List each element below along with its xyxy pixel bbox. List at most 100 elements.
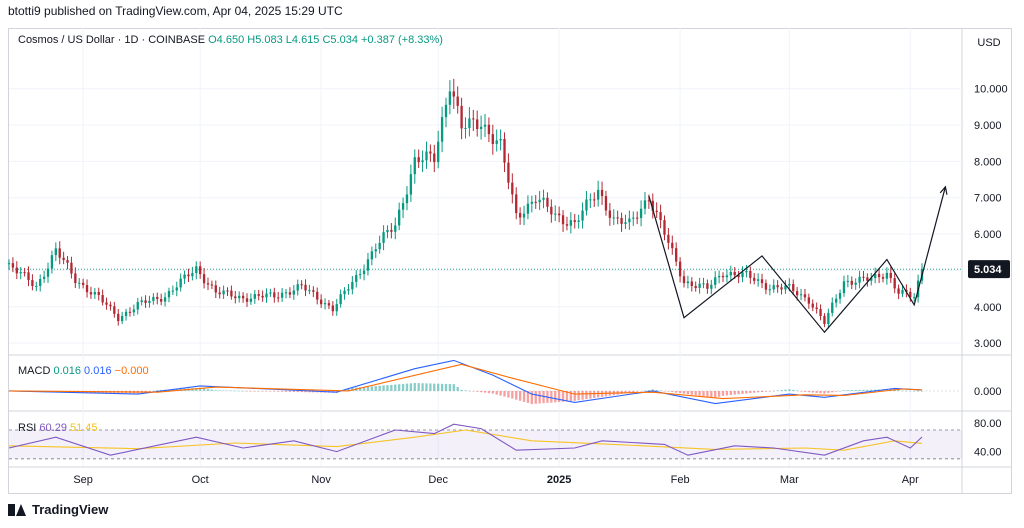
macd-hist-bar [515, 390, 518, 400]
candle-body [534, 201, 537, 203]
candle [624, 214, 627, 230]
candle-body [866, 277, 869, 281]
candle-body [401, 203, 405, 210]
candle-body [686, 281, 690, 284]
macd-hist-bar [300, 390, 303, 393]
candle [874, 267, 877, 284]
candle [370, 246, 374, 266]
candle [413, 149, 416, 184]
candle [312, 286, 315, 298]
candle [717, 270, 721, 284]
macd-hist-bar [238, 390, 241, 392]
candle-body [105, 302, 108, 305]
candle [421, 150, 424, 173]
macd-hist-bar [874, 389, 877, 391]
candle-body [472, 118, 475, 120]
macd-hist-bar [909, 390, 912, 392]
macd-hist-bar [577, 390, 580, 401]
candle-body [132, 309, 136, 313]
macd-hist-bar [304, 390, 307, 393]
candle [542, 189, 545, 209]
macd-hist-bar [542, 390, 545, 404]
rsi-legend[interactable]: RSI 60.29 51.45 [18, 422, 98, 434]
candle-body [339, 294, 342, 305]
candle [23, 267, 26, 277]
candle [452, 78, 455, 109]
candle [382, 225, 385, 251]
macd-hist-bar [772, 390, 775, 392]
candle [671, 235, 674, 255]
candle-body [390, 229, 393, 232]
macd-hist-bar [483, 390, 487, 393]
candle-body [355, 275, 358, 282]
macd-hist-bar [565, 390, 569, 402]
macd-hist-bar [811, 390, 814, 393]
macd-hist-bar [374, 386, 377, 391]
candle-body [737, 275, 740, 278]
currency-button[interactable]: USD [977, 37, 1001, 49]
candle-body [858, 276, 861, 283]
grid [9, 28, 1012, 494]
candle [573, 213, 576, 229]
candle-body [378, 242, 381, 250]
candle [331, 301, 335, 316]
price-tick-label: 6.000 [974, 229, 1002, 241]
macd-hist-bar [382, 385, 385, 391]
candle [39, 274, 42, 292]
signal-value: 0.016 [84, 365, 112, 377]
candle-body [101, 295, 104, 303]
candle [183, 270, 186, 285]
candle-body [93, 292, 97, 295]
macd-hist-bar [776, 390, 779, 391]
candle-body [327, 303, 331, 306]
macd-hist-bar [230, 390, 233, 392]
candle [729, 265, 732, 282]
candle-body [265, 293, 268, 298]
candle-body [518, 213, 522, 218]
candle [772, 279, 775, 293]
candle [425, 141, 428, 169]
candle-body [616, 217, 619, 219]
candle-body [889, 272, 892, 279]
macd-hist-bar [534, 390, 537, 404]
macd-hist-bar [819, 390, 822, 394]
candle-body [148, 300, 151, 303]
symbol-legend[interactable]: Cosmos / US Dollar · 1D · COINBASE O4.65… [18, 34, 443, 46]
candle-body [515, 194, 518, 214]
macd-hist-bar [152, 390, 155, 392]
candle [386, 225, 389, 239]
candle [93, 288, 97, 299]
candle [491, 124, 494, 155]
macd-hist-bar [717, 390, 721, 397]
candle [811, 299, 814, 312]
candle-body [834, 298, 838, 303]
candle-body [366, 259, 370, 271]
candle [678, 257, 682, 283]
macd-value: 0.016 [53, 365, 81, 377]
candle-body [877, 273, 881, 278]
candle-body [351, 281, 354, 290]
candle [675, 242, 678, 267]
candle [11, 257, 15, 273]
candle-body [706, 283, 709, 289]
candle-body [901, 289, 904, 294]
candle-body [35, 285, 38, 287]
macd-hist-bar [581, 390, 584, 400]
macd-hist-bar [866, 389, 869, 391]
tradingview-logo[interactable]: TradingView [8, 502, 108, 517]
candle-body [874, 273, 877, 278]
macd-legend[interactable]: MACD 0.016 0.016 −0.000 [18, 365, 149, 377]
published-caption: btotti9 published on TradingView.com, Ap… [8, 4, 343, 18]
candle [218, 286, 221, 299]
candle-body [23, 272, 26, 274]
macd-hist-bar [386, 385, 389, 391]
macd-hist-bar [749, 390, 752, 394]
macd-hist-bar [452, 384, 455, 391]
candle [495, 129, 498, 152]
candle [152, 293, 155, 305]
candle [327, 299, 331, 310]
macd-hist-bar [694, 390, 697, 396]
candle [651, 193, 654, 219]
candle-body [643, 200, 647, 209]
